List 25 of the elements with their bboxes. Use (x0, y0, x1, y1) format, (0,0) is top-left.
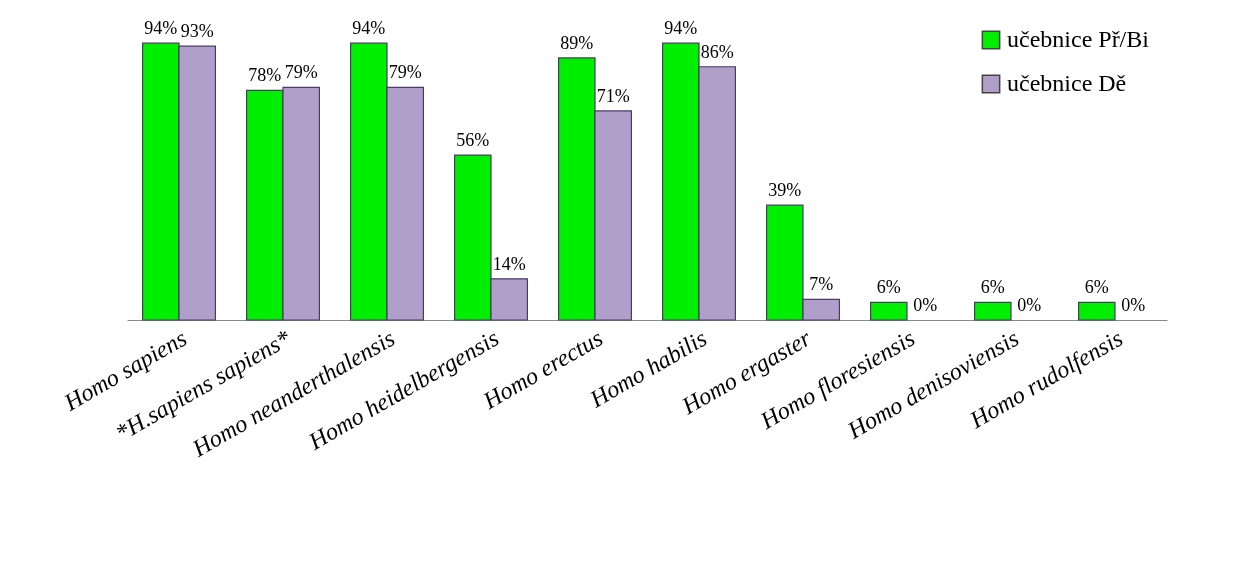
data-label: 94% (352, 18, 386, 39)
data-label: 39% (768, 180, 802, 201)
data-label: 6% (876, 277, 901, 298)
data-label: 94% (144, 18, 178, 39)
data-label: 6% (980, 277, 1005, 298)
legend-label: učebnice Př/Bi (1007, 26, 1150, 52)
bar (870, 301, 908, 321)
legend-label: učebnice Dě (1007, 70, 1127, 96)
data-label: 89% (560, 32, 594, 53)
data-label: 86% (700, 41, 734, 62)
bar (974, 301, 1012, 321)
data-label: 6% (1084, 277, 1109, 298)
bar (1078, 301, 1116, 321)
data-label: 93% (180, 21, 214, 42)
data-label: 71% (596, 85, 630, 106)
data-label: 14% (492, 253, 526, 274)
data-label: 79% (284, 62, 318, 83)
data-label: 0% (1017, 295, 1042, 315)
data-label: 0% (913, 295, 938, 315)
data-label: 0% (1121, 295, 1146, 315)
data-label: 56% (456, 130, 490, 151)
data-label: 79% (388, 62, 422, 83)
data-label: 94% (664, 18, 698, 39)
data-label: 78% (248, 65, 282, 86)
data-label: 7% (809, 274, 834, 295)
